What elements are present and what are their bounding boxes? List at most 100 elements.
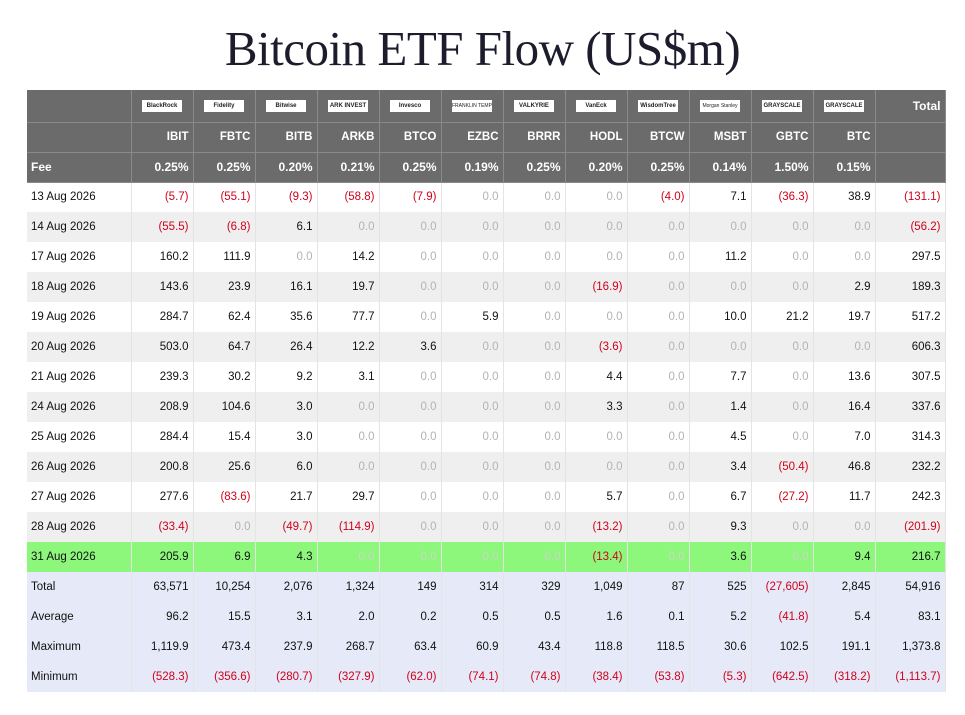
ticker-cell: BITB — [255, 122, 318, 153]
stat-cell: (327.9) — [317, 662, 380, 692]
stat-cell: 1,119.9 — [131, 632, 194, 662]
row-total: (131.1) — [875, 182, 946, 212]
flow-cell: 6.7 — [689, 482, 752, 512]
fund-logo: BlackRock — [142, 99, 182, 112]
stat-total: 54,916 — [875, 572, 946, 602]
flow-cell: 0.0 — [317, 452, 380, 482]
fund-logo: VanEck — [576, 99, 616, 112]
flow-cell: 111.9 — [193, 242, 256, 272]
flow-cell: 62.4 — [193, 302, 256, 332]
flow-cell: 16.1 — [255, 272, 318, 302]
stat-cell: 525 — [689, 572, 752, 602]
page-title: Bitcoin ETF Flow (US$m) — [224, 21, 741, 76]
stat-row: Average 96.2 15.5 3.1 2.0 0.2 0.5 0.5 1.6 0.1 5.2(… — [27, 602, 946, 632]
stat-cell: 118.8 — [565, 632, 628, 662]
flow-cell: 160.2 — [131, 242, 194, 272]
flow-cell: 77.7 — [317, 302, 380, 332]
fee-cell: 0.25% — [131, 152, 194, 183]
flow-cell: 0.0 — [751, 332, 814, 362]
row-date: 31 Aug 2026 — [27, 542, 132, 572]
stat-cell: 237.9 — [255, 632, 318, 662]
flow-cell: 0.0 — [751, 422, 814, 452]
table-row: 28 Aug 2026 (33.4) 0.0 (49.7) (114.9) 0.0 0.0 0… — [27, 512, 946, 542]
fee-cell: 0.19% — [441, 152, 504, 183]
flow-cell: 0.0 — [441, 182, 504, 212]
table-row: 13 Aug 2026 (5.7) (55.1) (9.3) (58.8) (7.9) 0.… — [27, 182, 946, 212]
flow-cell: 0.0 — [813, 242, 876, 272]
stat-cell: 102.5 — [751, 632, 814, 662]
stat-cell: 3.1 — [255, 602, 318, 632]
flow-cell: 200.8 — [131, 452, 194, 482]
fee-cell: 0.25% — [193, 152, 256, 183]
ticker-total-cell — [875, 122, 946, 153]
stat-cell: 63,571 — [131, 572, 194, 602]
fund-logo-cell: GRAYSCALE — [751, 90, 814, 123]
flow-cell: (50.4) — [751, 452, 814, 482]
stat-cell: 149 — [379, 572, 442, 602]
row-total: 189.3 — [875, 272, 946, 302]
flow-cell: 284.4 — [131, 422, 194, 452]
flow-cell: 0.0 — [503, 452, 566, 482]
flow-cell: 0.0 — [627, 212, 690, 242]
row-date: 18 Aug 2026 — [27, 272, 132, 302]
row-date: 14 Aug 2026 — [27, 212, 132, 242]
stat-row: Minimum (528.3) (356.6) (280.7) (327.9) (62.0… — [27, 662, 946, 692]
flow-cell: 29.7 — [317, 482, 380, 512]
stat-cell: (41.8) — [751, 602, 814, 632]
row-total: 242.3 — [875, 482, 946, 512]
flow-cell: 0.0 — [627, 332, 690, 362]
fee-cell: 0.20% — [565, 152, 628, 183]
flow-cell: 0.0 — [379, 302, 442, 332]
flow-cell: 7.7 — [689, 362, 752, 392]
flow-cell: 0.0 — [565, 422, 628, 452]
table-row: 24 Aug 2026 208.9 104.6 3.0 0.0 0.0 0.0 0.0 3.3 0… — [27, 392, 946, 422]
flow-cell: 0.0 — [255, 242, 318, 272]
etf-flow-table: BlackRock Fidelity Bitwise ARK INVEST Invesc… — [27, 90, 946, 692]
stat-total: 1,373.8 — [875, 632, 946, 662]
logo-corner-cell — [27, 90, 132, 123]
flow-cell: (16.9) — [565, 272, 628, 302]
flow-cell: 277.6 — [131, 482, 194, 512]
flow-cell: 3.4 — [689, 452, 752, 482]
ticker-cell: BRRR — [503, 122, 566, 153]
flow-cell: 0.0 — [317, 542, 380, 572]
table-row: 17 Aug 2026 160.2 111.9 0.0 14.2 0.0 0.0 0.0 0.0… — [27, 242, 946, 272]
row-date: 28 Aug 2026 — [27, 512, 132, 542]
stat-cell: (74.8) — [503, 662, 566, 692]
flow-cell: 12.2 — [317, 332, 380, 362]
flow-cell: 0.0 — [565, 212, 628, 242]
flow-cell: 0.0 — [441, 212, 504, 242]
stat-cell: 473.4 — [193, 632, 256, 662]
stat-cell: 87 — [627, 572, 690, 602]
fund-logo-cell: Bitwise — [255, 90, 318, 123]
stat-cell: (356.6) — [193, 662, 256, 692]
stat-cell: 2,845 — [813, 572, 876, 602]
flow-cell: 19.7 — [317, 272, 380, 302]
flow-cell: 0.0 — [379, 392, 442, 422]
flow-cell: 0.0 — [317, 422, 380, 452]
table-row: 31 Aug 2026 205.9 6.9 4.3 0.0 0.0 0.0 0.0 (13.4)… — [27, 542, 946, 572]
flow-cell: 5.9 — [441, 302, 504, 332]
row-total: 297.5 — [875, 242, 946, 272]
stat-total: (1,113.7) — [875, 662, 946, 692]
fee-cell: 0.20% — [255, 152, 318, 183]
flow-cell: 2.9 — [813, 272, 876, 302]
flow-cell: 0.0 — [565, 182, 628, 212]
total-column-header: Total — [875, 90, 946, 123]
flow-cell: 7.0 — [813, 422, 876, 452]
ticker-cell: BTC — [813, 122, 876, 153]
flow-cell: 11.7 — [813, 482, 876, 512]
flow-cell: 0.0 — [627, 362, 690, 392]
fund-logo-cell: BlackRock — [131, 90, 194, 123]
fund-logo-cell: Morgan Stanley — [689, 90, 752, 123]
row-total: 314.3 — [875, 422, 946, 452]
stat-cell: (528.3) — [131, 662, 194, 692]
flow-cell: 0.0 — [379, 242, 442, 272]
flow-cell: 3.6 — [379, 332, 442, 362]
flow-cell: 0.0 — [503, 302, 566, 332]
flow-cell: (114.9) — [317, 512, 380, 542]
flow-cell: 64.7 — [193, 332, 256, 362]
flow-cell: 0.0 — [689, 212, 752, 242]
stat-cell: (280.7) — [255, 662, 318, 692]
fund-logo-cell: FRANKLIN TEMPLETON — [441, 90, 504, 123]
